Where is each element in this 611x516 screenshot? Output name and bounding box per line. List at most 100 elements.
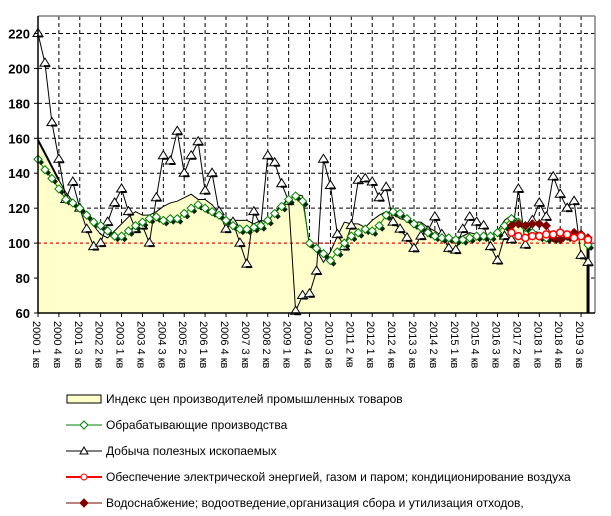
data-point-shadow xyxy=(273,164,280,167)
data-point xyxy=(339,238,350,248)
data-point-shadow xyxy=(475,224,482,227)
data-point xyxy=(437,233,447,243)
x-tick-label: 2015 4 кв xyxy=(469,321,481,369)
ppi-area-outline-start xyxy=(37,139,60,181)
data-point-shadow xyxy=(252,213,259,216)
data-point xyxy=(249,222,259,233)
y-tick-label: 220 xyxy=(8,26,30,41)
data-point xyxy=(40,165,50,175)
x-tick-label: 2015 1 кв xyxy=(448,321,460,369)
series-layer xyxy=(32,27,595,316)
data-point xyxy=(353,227,363,238)
data-point-shadow xyxy=(99,245,106,248)
data-point-shadow xyxy=(392,224,399,227)
x-tick-label: 2016 3 кв xyxy=(490,321,502,369)
data-point xyxy=(332,247,343,257)
data-point xyxy=(416,222,426,233)
data-point-shadow xyxy=(169,163,176,166)
data-point xyxy=(82,210,92,220)
x-tick-label: 2001 3 кв xyxy=(72,321,84,369)
x-tick-label: 2012 1 кв xyxy=(364,321,376,369)
data-point xyxy=(290,191,301,201)
data-point xyxy=(137,217,148,227)
data-point-shadow xyxy=(155,199,162,202)
data-point-shadow xyxy=(510,241,517,244)
data-point xyxy=(471,231,482,241)
x-tick-label: 2003 1 кв xyxy=(114,321,126,369)
data-point xyxy=(423,227,433,238)
data-point xyxy=(54,184,64,194)
legend-item-manufacturing[interactable]: Обрабатывающие производства xyxy=(64,412,604,438)
data-point-shadow xyxy=(92,248,99,251)
data-point-shadow xyxy=(120,190,127,193)
data-point xyxy=(172,213,182,224)
data-point xyxy=(270,208,280,219)
data-point xyxy=(576,231,586,241)
data-point xyxy=(521,233,530,243)
data-point-shadow xyxy=(329,187,336,190)
data-point xyxy=(374,220,384,231)
data-point-shadow xyxy=(350,227,357,230)
data-point-shadow xyxy=(399,231,406,234)
data-point xyxy=(165,213,175,224)
y-axis-ticks: 60 80 100 120 140 160 180 200 220 xyxy=(8,26,38,321)
data-point xyxy=(207,206,217,217)
legend-label: Добыча полезных ископаемых xyxy=(106,444,277,458)
data-point xyxy=(263,215,273,226)
data-point xyxy=(276,201,287,212)
data-point xyxy=(492,227,503,238)
x-tick-label: 2000 4 кв xyxy=(51,321,63,369)
data-point xyxy=(130,220,141,231)
data-point xyxy=(451,234,461,245)
legend-item-electricity[interactable]: Обеспечение электрической энергией, газо… xyxy=(64,464,604,490)
y-tick-label: 200 xyxy=(8,61,30,76)
x-tick-label: 2005 2 кв xyxy=(176,321,188,369)
data-point-shadow xyxy=(141,227,148,230)
data-point xyxy=(507,228,516,237)
data-point xyxy=(311,243,322,254)
data-point-shadow xyxy=(113,204,120,207)
data-point-shadow xyxy=(106,224,113,227)
legend-label: Индекс цен производителей промышленных т… xyxy=(106,392,403,406)
data-point-shadow xyxy=(85,231,92,234)
data-point xyxy=(583,235,593,244)
data-point xyxy=(478,231,489,241)
data-point-shadow xyxy=(134,231,141,234)
data-point-shadow xyxy=(552,178,559,181)
data-point-shadow xyxy=(336,236,343,239)
data-point xyxy=(541,220,551,231)
data-point-shadow xyxy=(322,161,329,164)
legend-item-mining[interactable]: Добыча полезных ископаемых xyxy=(64,438,604,464)
data-point-shadow xyxy=(454,252,461,255)
data-point-shadow xyxy=(378,199,385,202)
x-tick-label: 2019 3 кв xyxy=(573,321,585,369)
legend-item-ppi[interactable]: Индекс цен производителей промышленных т… xyxy=(64,386,604,412)
data-point-shadow xyxy=(587,264,594,267)
data-point-shadow xyxy=(447,250,454,253)
data-point xyxy=(109,231,120,241)
data-point-shadow xyxy=(406,239,413,242)
data-point-shadow xyxy=(517,190,524,193)
y-tick-label: 100 xyxy=(8,236,30,251)
legend-label: Обеспечение электрической энергией, газо… xyxy=(106,470,571,484)
data-point xyxy=(388,206,398,217)
legend-item-water[interactable]: Водоснабжение; водоотведение,организация… xyxy=(64,490,604,516)
x-tick-label: 2012 4 кв xyxy=(385,321,397,369)
x-tick-label: 2009 4 кв xyxy=(302,321,314,369)
data-point-shadow xyxy=(127,213,134,216)
data-point-shadow xyxy=(71,183,78,186)
data-point xyxy=(68,198,78,208)
data-point xyxy=(367,226,377,236)
y-tick-label: 80 xyxy=(16,271,30,286)
data-point xyxy=(179,208,189,219)
data-point-shadow xyxy=(385,189,392,192)
data-point-shadow xyxy=(176,133,183,136)
data-point-shadow xyxy=(524,246,531,249)
data-point-shadow xyxy=(489,248,496,251)
data-point xyxy=(548,230,558,239)
data-point xyxy=(325,255,336,266)
x-tick-label: 2018 1 кв xyxy=(531,321,543,369)
data-point-shadow xyxy=(245,266,252,269)
data-point xyxy=(186,203,196,213)
x-axis-ticks: 2000 1 кв 2000 4 кв 2001 3 кв 2002 2 кв 2003… xyxy=(30,313,585,369)
